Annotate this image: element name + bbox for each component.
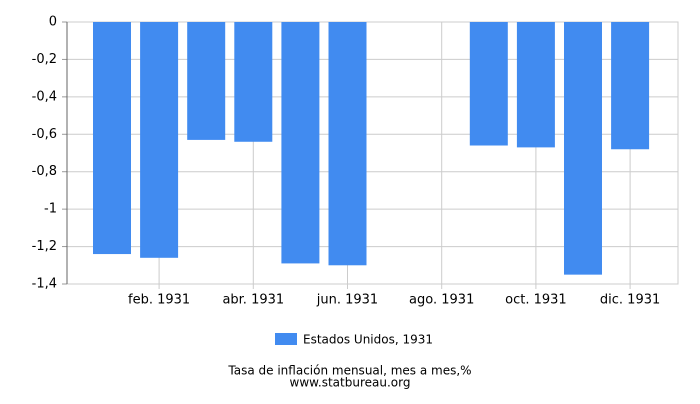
y-tick-label: -0,8 <box>32 164 57 179</box>
y-tick-label: -1,2 <box>32 239 57 254</box>
bar <box>281 22 320 264</box>
chart-title: Tasa de inflación mensual, mes a mes,% <box>227 364 471 378</box>
y-tick-label: -1 <box>44 202 57 217</box>
bar <box>234 22 273 142</box>
x-tick-label: ago. 1931 <box>409 293 474 308</box>
bar <box>469 22 508 146</box>
y-tick-label: -0,4 <box>32 89 57 104</box>
x-tick-label: feb. 1931 <box>128 293 190 308</box>
bar <box>93 22 131 255</box>
y-tick-label: -0,6 <box>32 127 57 142</box>
x-tick-label: dic. 1931 <box>600 293 660 308</box>
bar <box>328 22 367 266</box>
x-tick-label: abr. 1931 <box>222 293 284 308</box>
bar <box>516 22 555 148</box>
bar <box>611 22 650 150</box>
legend-swatch <box>275 333 297 345</box>
bar <box>140 22 179 258</box>
x-tick-label: jun. 1931 <box>316 293 378 308</box>
y-tick-label: -1,4 <box>32 277 57 292</box>
x-tick-label: oct. 1931 <box>505 293 567 308</box>
y-tick-label: -0,2 <box>32 52 57 67</box>
bar <box>564 22 602 275</box>
y-tick-label: 0 <box>49 15 57 30</box>
bar <box>187 22 226 140</box>
legend-label: Estados Unidos, 1931 <box>303 333 433 347</box>
chart-subtitle: www.statbureau.org <box>290 376 411 390</box>
